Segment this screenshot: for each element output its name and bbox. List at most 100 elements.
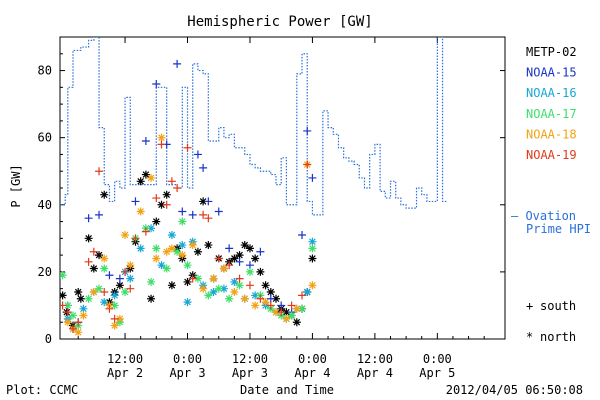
marker-legend-south: + south: [526, 299, 576, 313]
data-point: [188, 274, 197, 283]
x-tick-date-label: Apr 4: [357, 366, 393, 380]
data-point: [219, 284, 228, 293]
data-point: [95, 251, 104, 260]
data-point: [173, 184, 182, 192]
data-point: [266, 294, 275, 303]
data-point: [240, 241, 249, 250]
series-noaa-19: [60, 140, 312, 333]
x-tick-time-label: 12:00: [357, 352, 393, 366]
ovation-hpi-line: [60, 37, 448, 216]
data-point: [235, 257, 244, 266]
marker-legend-north: * north: [526, 330, 576, 344]
data-point: [282, 308, 291, 317]
ovation-legend-line1: — Ovation: [511, 209, 576, 223]
data-point: [277, 301, 286, 310]
data-point: [152, 217, 161, 226]
y-tick-label: 60: [38, 131, 52, 145]
data-point: [235, 274, 244, 283]
data-point: [277, 308, 286, 317]
data-point: [95, 210, 104, 219]
data-point: [136, 244, 145, 253]
y-tick-label: 20: [38, 265, 52, 279]
data-point: [245, 261, 254, 270]
data-point: [209, 288, 218, 297]
data-point: [183, 277, 192, 286]
data-point: [162, 200, 171, 209]
data-point: [60, 301, 67, 310]
data-point: [219, 264, 228, 273]
data-point: [69, 324, 78, 333]
data-point: [152, 79, 161, 88]
data-point: [214, 254, 223, 263]
data-point: [95, 284, 104, 293]
data-point: [89, 247, 98, 256]
x-tick-time-label: 12:00: [107, 352, 143, 366]
data-point: [152, 194, 161, 203]
data-point: [100, 264, 109, 273]
data-point: [178, 241, 187, 250]
data-point: [126, 284, 135, 293]
x-tick-date-label: Apr 3: [169, 366, 205, 380]
data-point: [84, 294, 93, 303]
data-point: [89, 264, 98, 273]
data-point: [183, 298, 192, 307]
data-point: [308, 244, 317, 253]
data-point: [167, 244, 176, 253]
data-point: [63, 301, 72, 310]
data-point: [271, 308, 280, 317]
data-point: [105, 304, 114, 313]
data-point: [282, 314, 291, 323]
data-point: [178, 217, 187, 226]
chart-title: Hemispheric Power [GW]: [187, 14, 372, 30]
data-point: [178, 251, 187, 260]
data-point: [100, 254, 109, 263]
series-legend: METP-02 NOAA-15 NOAA-16 NOAA-17 NOAA-18 NOAA-…: [526, 45, 577, 162]
data-point: [204, 241, 213, 250]
data-point: [74, 318, 83, 327]
data-point: [63, 308, 72, 317]
data-point: [266, 301, 275, 310]
data-point: [126, 261, 135, 270]
data-point: [121, 230, 130, 239]
data-point: [141, 137, 150, 146]
data-point: [141, 227, 150, 236]
x-tick-date-label: Apr 4: [294, 366, 330, 380]
data-point: [100, 288, 109, 297]
data-point: [84, 214, 93, 223]
y-tick-label: 0: [45, 332, 52, 346]
data-point: [298, 230, 307, 239]
x-tick-time-label: 0:00: [423, 352, 452, 366]
data-point: [131, 197, 140, 206]
data-point: [230, 277, 239, 286]
data-point: [251, 301, 260, 310]
data-point: [76, 294, 85, 303]
data-point: [110, 314, 119, 323]
data-point: [230, 254, 239, 263]
data-point: [256, 294, 265, 303]
data-point: [84, 234, 93, 243]
data-point: [74, 328, 83, 337]
legend-noaa-19: NOAA-19: [526, 148, 577, 162]
data-point: [131, 234, 140, 243]
data-point: [193, 150, 202, 159]
data-point: [100, 190, 109, 199]
data-point: [167, 230, 176, 239]
x-tick-time-label: 0:00: [298, 352, 327, 366]
data-point: [240, 294, 249, 303]
data-point: [121, 267, 130, 276]
data-point: [60, 291, 67, 300]
data-point: [60, 271, 67, 280]
data-point: [136, 177, 145, 186]
x-tick-date-label: Apr 3: [232, 366, 268, 380]
data-point: [63, 318, 72, 327]
data-point: [287, 311, 296, 320]
data-point: [152, 244, 161, 253]
data-point: [178, 207, 187, 216]
data-point: [292, 304, 301, 313]
data-point: [162, 190, 171, 199]
data-point: [298, 304, 307, 313]
marker-legend-south-symbol: +: [526, 299, 533, 313]
legend-noaa-17: NOAA-17: [526, 107, 577, 121]
data-point: [235, 281, 244, 290]
